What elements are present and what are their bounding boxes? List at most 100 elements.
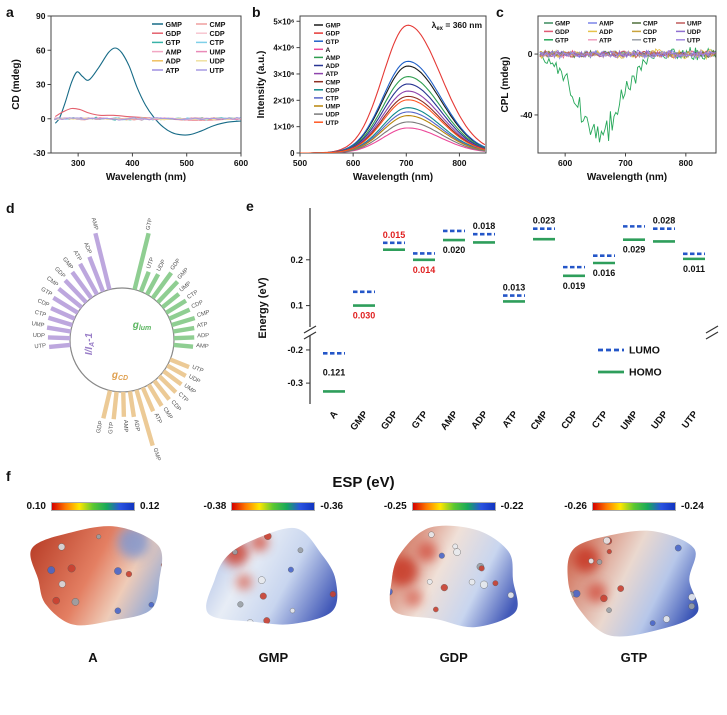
svg-text:ADP: ADP <box>197 333 209 339</box>
panel-label-d: d <box>6 200 15 216</box>
colorbar-min-value: -0.25 <box>383 500 407 512</box>
svg-text:UMP: UMP <box>326 104 341 111</box>
svg-text:GDP: GDP <box>170 258 182 272</box>
svg-text:0: 0 <box>41 114 46 124</box>
svg-text:-0.2: -0.2 <box>287 345 303 355</box>
svg-text:CMP: CMP <box>643 21 658 28</box>
svg-text:AMP: AMP <box>122 420 128 433</box>
fluorescence-spectra-chart: 500 600 700 800 0 1×10⁶ 2×10⁶ 3×10⁶ 4×10⁶ 5×10⁶ Wa… <box>256 15 487 183</box>
esp-colorbar <box>51 501 135 511</box>
esp-surface-GTP <box>567 530 699 637</box>
svg-text:Wavelength (nm): Wavelength (nm) <box>353 172 433 183</box>
svg-text:2×10⁶: 2×10⁶ <box>273 96 295 105</box>
svg-text:gCD: gCD <box>111 370 128 382</box>
energy-level-chart: 0.2 0.1 -0.2 -0.3 Energy (eV) 0.121 A 0.030 GMP 0… <box>257 208 719 433</box>
svg-text:UMP: UMP <box>210 47 226 56</box>
svg-text:GDP: GDP <box>326 31 341 38</box>
svg-text:ADP: ADP <box>469 409 490 432</box>
esp-molecule-label: A <box>88 650 98 665</box>
esp-surface-GMP <box>206 527 338 625</box>
svg-text:GTP: GTP <box>145 218 154 231</box>
svg-text:CTP: CTP <box>210 38 225 47</box>
svg-text:UTP: UTP <box>687 37 701 44</box>
svg-text:GTP: GTP <box>326 39 340 46</box>
svg-text:0.016: 0.016 <box>593 268 616 278</box>
svg-text:ATP: ATP <box>197 322 209 330</box>
esp-colorbar <box>411 501 496 511</box>
svg-text:ATP: ATP <box>326 71 339 78</box>
svg-text:800: 800 <box>679 158 693 168</box>
svg-text:GDP: GDP <box>379 409 401 433</box>
svg-text:GTP: GTP <box>555 37 569 44</box>
svg-text:0: 0 <box>528 49 533 59</box>
svg-text:GTP: GTP <box>40 287 53 298</box>
svg-text:0.015: 0.015 <box>383 230 406 240</box>
svg-text:GMP: GMP <box>177 267 191 281</box>
esp-molecule-label: GDP <box>439 650 468 665</box>
svg-text:UDP: UDP <box>326 112 341 119</box>
panel-e: e 0.2 0.1 -0.2 -0.3 Energy (eV) 0.121 A 0.030 GM… <box>246 198 724 468</box>
svg-text:CDP: CDP <box>191 300 205 311</box>
svg-text:UMP: UMP <box>31 321 45 329</box>
svg-text:CTP: CTP <box>177 392 190 404</box>
svg-text:GTP: GTP <box>108 422 115 435</box>
panel-b: b 500 600 700 800 0 1×10⁶ 2×10⁶ 3×10⁶ 4×10⁶ 5×10⁶… <box>252 4 494 198</box>
svg-text:800: 800 <box>452 158 466 168</box>
svg-text:600: 600 <box>234 158 248 168</box>
panel-label-c: c <box>496 4 504 20</box>
esp-molecule-label: GTP <box>620 650 648 665</box>
svg-text:0: 0 <box>290 149 295 158</box>
svg-text:GTP: GTP <box>410 409 431 432</box>
svg-text:0.2: 0.2 <box>290 255 303 265</box>
svg-text:AMP: AMP <box>166 47 182 56</box>
svg-text:ADP: ADP <box>132 419 140 432</box>
svg-text:UMP: UMP <box>619 409 641 433</box>
svg-text:-30: -30 <box>33 148 46 158</box>
svg-text:CMP: CMP <box>45 276 59 289</box>
svg-text:CDP: CDP <box>326 87 341 94</box>
panel-label-a: a <box>6 4 14 20</box>
svg-text:UDP: UDP <box>156 259 167 273</box>
svg-text:UTP: UTP <box>191 364 204 374</box>
svg-text:0.014: 0.014 <box>413 265 436 275</box>
svg-text:CTP: CTP <box>643 37 657 44</box>
svg-text:0.028: 0.028 <box>653 216 676 226</box>
svg-text:0.018: 0.018 <box>473 221 496 231</box>
svg-text:GMP: GMP <box>152 447 161 461</box>
svg-text:UTP: UTP <box>146 257 156 270</box>
svg-text:GMP: GMP <box>348 409 370 433</box>
svg-text:ADP: ADP <box>326 63 341 70</box>
svg-text:0.1: 0.1 <box>290 301 303 311</box>
svg-text:CDP: CDP <box>169 399 181 412</box>
svg-text:GDP: GDP <box>96 420 105 434</box>
svg-text:30: 30 <box>36 80 46 90</box>
esp-items: 0.10 0.12 A -0.38 -0.36 GMP -0.25 -0.22 GDP -0.26… <box>0 496 727 666</box>
svg-text:CDP: CDP <box>559 409 580 432</box>
svg-text:0.023: 0.023 <box>533 216 556 226</box>
svg-text:ATP: ATP <box>166 66 180 75</box>
esp-item-A: 0.10 0.12 A <box>4 496 182 665</box>
svg-text:300: 300 <box>71 158 85 168</box>
svg-text:0.020: 0.020 <box>443 245 466 255</box>
svg-text:LUMO: LUMO <box>629 345 660 357</box>
svg-text:CTP: CTP <box>34 310 47 319</box>
svg-text:CTP: CTP <box>590 409 611 431</box>
colorbar-row: -0.38 -0.36 <box>204 496 344 516</box>
svg-text:AMP: AMP <box>326 55 341 62</box>
svg-text:CMP: CMP <box>161 406 173 420</box>
svg-text:UTP: UTP <box>680 409 701 431</box>
svg-text:500: 500 <box>293 158 307 168</box>
panel-f: f ESP (eV) 0.10 0.12 A -0.38 -0.36 GMP -0.25 -0… <box>0 468 727 715</box>
svg-text:4×10⁶: 4×10⁶ <box>273 44 295 53</box>
colorbar-row: -0.25 -0.22 <box>384 496 524 516</box>
esp-molecule-label: GMP <box>258 650 289 665</box>
cpl-spectra-chart: 600 700 800 0 -40 Wavelength (nm) CPL (mdeg) GM… <box>500 15 717 183</box>
svg-text:UDP: UDP <box>687 29 702 36</box>
svg-text:UDP: UDP <box>187 374 201 385</box>
svg-text:Energy (eV): Energy (eV) <box>257 277 269 338</box>
panel-a: a 300 400 500 600 -30 0 30 60 90 Wavelength (nm) C… <box>6 4 250 198</box>
svg-text:700: 700 <box>399 158 413 168</box>
